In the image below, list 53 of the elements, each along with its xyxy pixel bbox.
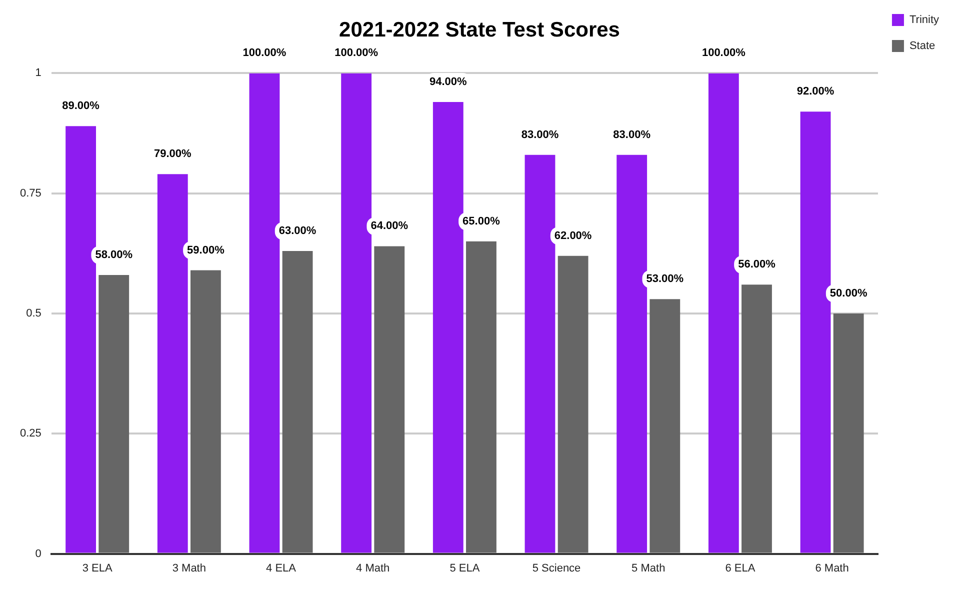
data-label: 79.00% <box>154 148 192 160</box>
data-label: 100.00% <box>242 47 286 60</box>
x-tick-label: 5 Math <box>632 562 666 574</box>
data-label: 62.00% <box>554 230 592 242</box>
bar <box>66 126 96 553</box>
data-label: 83.00% <box>613 128 651 141</box>
bar <box>616 154 648 553</box>
bar <box>742 284 772 553</box>
bar <box>341 73 372 553</box>
bar <box>558 256 588 553</box>
y-tick-label: 0.75 <box>20 187 42 200</box>
bar <box>708 73 739 553</box>
data-label: 65.00% <box>462 215 500 228</box>
data-label: 94.00% <box>430 76 468 88</box>
data-label: 100.00% <box>702 47 746 60</box>
bar <box>524 154 556 553</box>
y-tick-label: 0 <box>35 548 42 560</box>
bar <box>249 73 280 553</box>
data-label: 56.00% <box>738 258 776 271</box>
bar <box>466 241 496 553</box>
data-label: 63.00% <box>278 225 316 238</box>
y-tick-label: 1 <box>35 67 42 80</box>
data-label: 50.00% <box>830 288 868 300</box>
data-label: 59.00% <box>187 244 225 256</box>
legend-label: Trinity <box>909 14 940 26</box>
data-label: 83.00% <box>521 128 559 141</box>
x-tick-label: 6 Math <box>815 562 849 574</box>
bar <box>800 112 831 553</box>
bar <box>190 270 221 553</box>
x-tick-label: 5 Science <box>532 562 581 574</box>
x-tick-label: 3 ELA <box>82 562 113 574</box>
bar <box>282 251 313 553</box>
bar <box>157 174 188 553</box>
x-tick-label: 5 ELA <box>450 562 480 574</box>
bar <box>833 314 864 553</box>
data-label: 58.00% <box>95 249 133 262</box>
data-label: 89.00% <box>62 100 100 112</box>
chart-title: 2021-2022 State Test Scores <box>339 18 620 42</box>
data-label: 100.00% <box>334 47 378 60</box>
legend-label: State <box>909 40 936 52</box>
bar <box>374 246 405 553</box>
y-tick-label: 0.5 <box>26 308 42 320</box>
bar <box>98 275 130 553</box>
data-label: 64.00% <box>370 220 408 232</box>
x-tick-label: 6 ELA <box>725 562 756 574</box>
data-label: 53.00% <box>646 273 684 286</box>
y-tick-label: 0.25 <box>20 428 42 440</box>
bar <box>650 299 680 553</box>
bar <box>432 102 464 553</box>
data-label: 92.00% <box>796 86 834 98</box>
x-tick-label: 3 Math <box>172 562 206 574</box>
x-tick-label: 4 Math <box>356 562 390 574</box>
x-tick-label: 4 ELA <box>266 562 297 574</box>
